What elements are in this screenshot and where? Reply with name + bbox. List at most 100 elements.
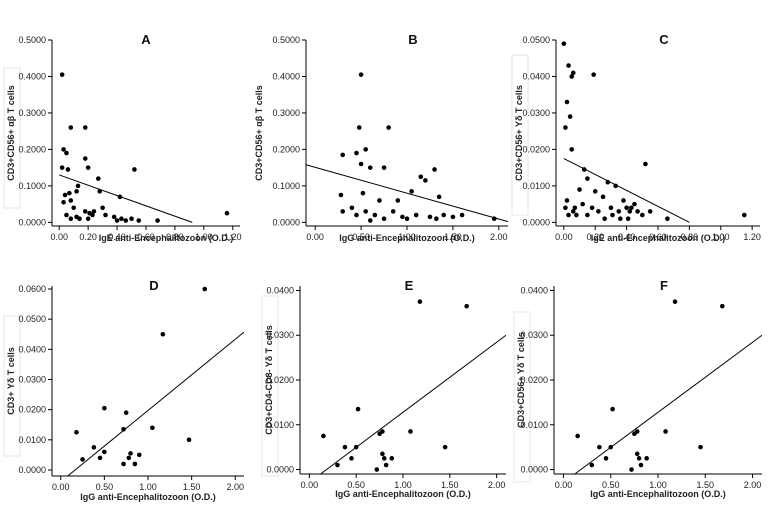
data-point — [358, 72, 364, 77]
x-tick-label: 0.50 — [96, 482, 114, 492]
x-tick-label: 1.00 — [398, 232, 416, 242]
y-tick-label: 0.0500 — [18, 314, 46, 324]
data-point — [91, 209, 97, 214]
data-point — [596, 209, 601, 214]
x-tick-label: 0.50 — [602, 480, 620, 490]
data-point — [635, 209, 640, 214]
data-point — [618, 216, 623, 222]
y-tick-label: 0.0000 — [522, 217, 550, 227]
data-point — [563, 125, 568, 130]
y-tick-label: 0.0200 — [266, 375, 294, 385]
y-title-box — [261, 295, 279, 477]
data-point — [132, 461, 138, 467]
data-point — [742, 212, 747, 218]
data-point — [569, 147, 574, 152]
y-tick-label: 0.0600 — [18, 284, 46, 294]
x-tick-label: 0.20 — [586, 232, 604, 242]
x-tick-label: 0.00 — [50, 232, 68, 242]
x-tick-label: 1.50 — [183, 482, 201, 492]
x-tick-label: 0.00 — [555, 480, 573, 490]
panel-letter: A — [141, 32, 151, 47]
data-point — [634, 451, 640, 457]
data-point — [129, 216, 134, 222]
x-tick-label: 0.50 — [347, 480, 365, 490]
y-axis-title: CD3+CD56+ αβ T cells — [254, 85, 264, 181]
data-point — [459, 212, 465, 218]
data-point — [150, 425, 155, 431]
data-point — [381, 165, 387, 170]
data-point — [380, 451, 385, 457]
data-point — [647, 209, 653, 214]
data-point — [68, 198, 74, 203]
data-point — [111, 214, 117, 220]
data-point — [126, 455, 132, 461]
data-point — [132, 167, 137, 172]
data-point — [592, 189, 598, 194]
data-point — [613, 183, 618, 189]
panel-letter: F — [660, 278, 668, 293]
data-point — [409, 189, 414, 194]
data-point — [638, 462, 644, 468]
data-point — [349, 456, 354, 461]
x-tick-label: 2.00 — [490, 232, 508, 242]
y-title-box — [511, 54, 529, 216]
y-tick-label: 0.0300 — [520, 330, 548, 340]
data-point — [64, 212, 69, 218]
data-point — [423, 178, 428, 183]
panel-e: 0.0000 0.0100 0.0200 0.0300 0.0400 0.00 0.50 1.… — [261, 278, 507, 499]
data-point — [589, 462, 595, 468]
y-tick-label: 0.0300 — [18, 374, 46, 384]
x-tick-label: 1.00 — [195, 232, 213, 242]
y-tick-label: 0.3000 — [18, 108, 46, 118]
data-point — [353, 444, 359, 450]
data-point — [136, 218, 142, 223]
data-point — [621, 198, 626, 203]
panel-letter: E — [405, 278, 414, 293]
data-point — [432, 167, 437, 172]
data-point — [62, 192, 68, 198]
data-point — [381, 216, 387, 222]
panel-c: 0.0000 0.0100 0.0200 0.0300 0.0400 0.0500 0.00… — [511, 32, 761, 243]
x-axis-title: IgG anti-Encephalitozoon (O.D.) — [80, 492, 216, 502]
data-point — [436, 194, 442, 200]
data-point — [610, 406, 615, 412]
data-point — [74, 429, 79, 435]
data-point — [91, 445, 97, 450]
data-point — [564, 198, 570, 203]
data-point — [665, 216, 670, 222]
data-point — [224, 210, 230, 216]
data-point — [564, 99, 570, 105]
y-axis-title: CD3+CD4-CD8- Yδ T cells — [264, 325, 274, 435]
data-point — [719, 303, 725, 309]
x-tick-label: 1.50 — [441, 480, 459, 490]
data-point — [698, 444, 703, 450]
data-point — [85, 165, 91, 170]
fit-line — [67, 331, 245, 477]
data-point — [603, 456, 609, 461]
data-point — [186, 437, 192, 443]
data-point — [75, 183, 81, 189]
y-tick-label: 0.0100 — [18, 435, 46, 445]
x-axis-title: IgG anti-Encephalitozoon (O.D.) — [335, 489, 471, 499]
data-point — [577, 187, 582, 192]
data-point — [95, 176, 101, 181]
y-tick-label: 0.0200 — [520, 375, 548, 385]
data-point — [610, 212, 615, 218]
y-tick-label: 0.0100 — [520, 420, 548, 430]
y-axis-title: CD3+ Yδ T cells — [6, 347, 16, 415]
y-tick-label: 0.0400 — [18, 344, 46, 354]
data-point — [450, 214, 456, 220]
y-tick-label: 0.0000 — [272, 217, 300, 227]
x-tick-label: 1.00 — [712, 232, 730, 242]
y-axis-title: CD3+CD56+ Yδ T cells — [516, 332, 526, 428]
data-point — [574, 212, 579, 218]
y-title-box — [3, 67, 21, 209]
data-point — [442, 444, 448, 450]
data-point — [395, 198, 401, 203]
data-point — [128, 451, 133, 456]
data-point — [102, 405, 107, 411]
data-point — [117, 194, 123, 200]
x-tick-label: 0.80 — [166, 232, 184, 242]
data-point — [644, 456, 649, 461]
data-point — [363, 147, 368, 152]
